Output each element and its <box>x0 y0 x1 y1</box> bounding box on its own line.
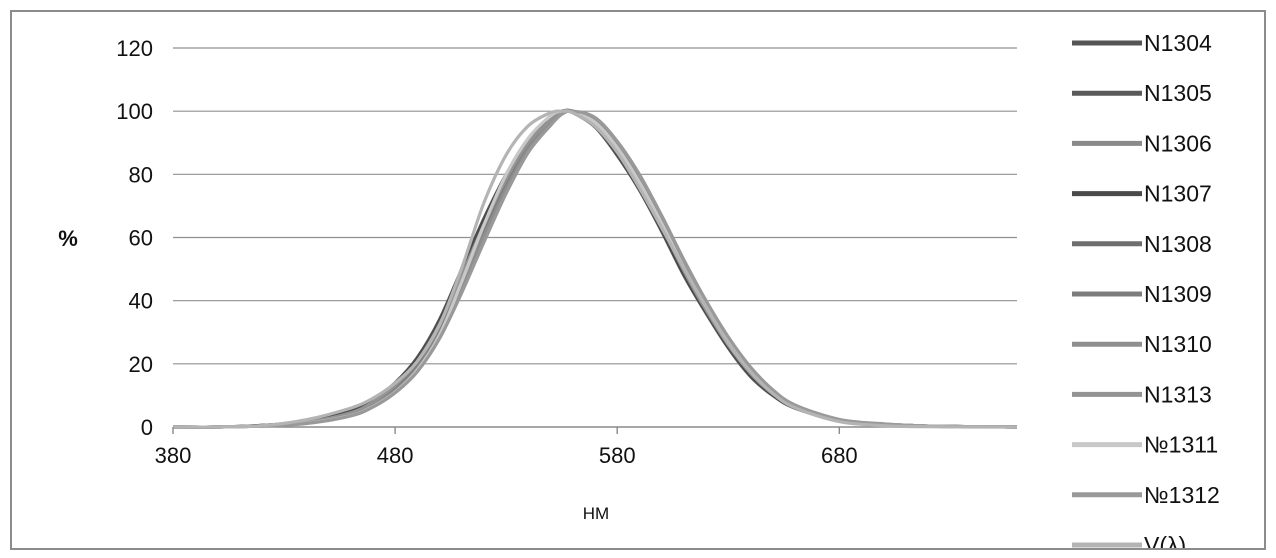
y-tick-label: 0 <box>141 415 153 440</box>
legend: N1304 N1305 N1306 N1307 N1308 N1309 N1310 N1313… <box>1072 30 1220 548</box>
series-line-6 <box>173 111 1017 427</box>
x-tick-label: 380 <box>155 443 192 468</box>
y-axis-label: % <box>58 226 78 251</box>
axis-layer: 0 20 40 60 80 100 120 380 480 580 680 <box>116 36 857 468</box>
y-tick-label: 100 <box>116 99 153 124</box>
chart-frame: 0 20 40 60 80 100 120 380 480 580 680 % НМ N1304 N1… <box>10 10 1266 550</box>
y-tick-label: 80 <box>129 162 153 187</box>
series-line-5 <box>173 110 1017 427</box>
legend-label: №1311 <box>1144 432 1218 458</box>
x-tick-label: 680 <box>821 443 858 468</box>
series-line-0 <box>173 111 1017 427</box>
legend-label: N1307 <box>1144 181 1212 207</box>
legend-label: N1310 <box>1144 331 1212 357</box>
y-tick-label: 120 <box>116 36 153 61</box>
y-tick-label: 20 <box>129 352 153 377</box>
x-axis-label: НМ <box>583 504 609 523</box>
series-line-1 <box>173 110 1017 427</box>
legend-label: N1308 <box>1144 231 1212 257</box>
legend-label: №1312 <box>1144 482 1220 508</box>
series-line-7 <box>173 111 1017 428</box>
series-line-10 <box>173 111 1017 427</box>
legend-label: N1313 <box>1144 381 1212 407</box>
series-line-2 <box>173 111 1017 427</box>
grid-lines <box>173 48 1017 427</box>
legend-label: N1309 <box>1144 281 1212 307</box>
series-line-4 <box>173 110 1017 427</box>
series-line-9 <box>173 111 1017 427</box>
legend-label: V(λ) <box>1144 532 1186 548</box>
y-tick-label: 40 <box>129 289 153 314</box>
x-tick-label: 480 <box>377 443 414 468</box>
legend-label: N1306 <box>1144 130 1212 156</box>
series-line-3 <box>173 111 1017 428</box>
x-tick-label: 580 <box>599 443 636 468</box>
series-lines <box>173 110 1017 427</box>
legend-label: N1305 <box>1144 80 1212 106</box>
series-line-8 <box>173 111 1017 427</box>
y-tick-label: 60 <box>129 226 153 251</box>
legend-label: N1304 <box>1144 30 1212 56</box>
